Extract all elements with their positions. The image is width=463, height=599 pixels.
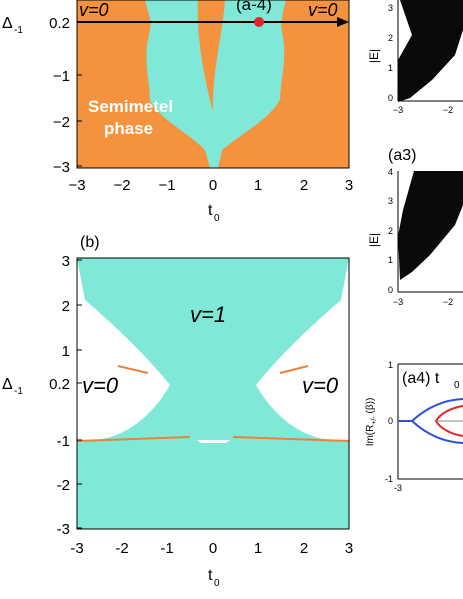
panel-b-white-region-right <box>256 258 349 440</box>
panel-b-ytick-2: 1 <box>62 343 70 360</box>
panel-b-orange-line-right-upper <box>279 365 309 374</box>
panel-a2: 3 2 1 0 |E| −3 −2 <box>367 0 463 115</box>
panel-a3-xtick-1: −2 <box>443 297 453 307</box>
panel-a4-tag-sub: 0 <box>454 380 460 391</box>
panel-a4-xtick-0: -3 <box>394 483 402 493</box>
panel-a4-ytick-0: 1 <box>388 360 393 370</box>
panel-a3: (a3) 4 3 2 1 0 |E| −3 −2 <box>367 147 463 307</box>
panel-a-semimetal-label-1: Semimetel <box>88 97 173 116</box>
panel-a-xtick-1: −2 <box>113 177 130 194</box>
panel-a2-ytick-1: 2 <box>388 33 393 43</box>
panel-a4-ylabel-sub: +/- <box>371 416 378 425</box>
panel-a-ytick-2: −2 <box>53 114 70 131</box>
panel-a-ytick-1: −1 <box>53 68 70 85</box>
panel-a-point-label: (a-4) <box>236 0 272 14</box>
panel-a2-black-band <box>398 0 463 102</box>
panel-b-label-v0-right: v=0 <box>302 373 339 398</box>
panel-a-xlabel-sub: 0 <box>214 213 220 224</box>
panel-b-xtick-1: -2 <box>115 540 128 557</box>
panel-a-ytick-3: −3 <box>53 159 70 176</box>
panel-a3-xtick-0: −3 <box>393 297 403 307</box>
panel-b-ytick-3: 0.2 <box>49 376 70 393</box>
panel-a-ylabel-sub: -1 <box>14 25 23 36</box>
panel-a-xtick-3: 0 <box>209 177 217 194</box>
panel-a-axes-frame <box>76 0 350 169</box>
panel-a2-ylabel: |E| <box>367 49 381 63</box>
panel-b-xlabel: t <box>208 567 213 584</box>
panel-a4-ytick-2: -1 <box>385 474 393 484</box>
panel-b-xlabel-sub: 0 <box>214 578 220 589</box>
panel-b: (b) v=1 v=0 v=0 3 2 1 0.2 -1 -2 -3 Δ -1 … <box>2 234 353 589</box>
panel-a3-ytick-4: 0 <box>388 285 393 295</box>
panel-a3-tag: (a3) <box>388 147 416 164</box>
panel-a-orange-region-right <box>218 0 349 168</box>
panel-a3-ytick-1: 3 <box>388 196 393 206</box>
panel-b-x-ticks: -3 -2 -1 0 1 2 3 <box>70 540 353 557</box>
panel-b-ytick-4: -1 <box>57 433 70 450</box>
panel-a-xtick-6: 3 <box>345 177 353 194</box>
panel-a-ylabel: Δ <box>2 15 13 32</box>
panel-b-ylabel-sub: -1 <box>14 386 23 397</box>
panel-a2-xtick-1: −2 <box>443 105 453 115</box>
panel-b-ylabel: Δ <box>2 376 13 393</box>
panel-b-orange-line-right-lower <box>232 436 350 442</box>
panel-a-xlabel: t <box>208 202 213 219</box>
panel-a-xtick-4: 1 <box>254 177 262 194</box>
panel-a3-ylabel: |E| <box>367 233 381 247</box>
panel-a2-ytick-3: 0 <box>388 93 393 103</box>
panel-b-ytick-5: -2 <box>57 477 70 494</box>
panel-a-orange-region-center <box>197 0 225 112</box>
panel-a: (a-4) v=0 v=0 Semimetel phase 0.2 −1 −2 … <box>2 0 353 224</box>
panel-b-xtick-0: -3 <box>70 540 83 557</box>
panel-a-ytick-0: 0.2 <box>49 15 70 32</box>
panel-b-white-region-left <box>77 258 170 440</box>
panel-b-label-v0-left: v=0 <box>82 373 119 398</box>
panel-b-xtick-2: -1 <box>160 540 173 557</box>
panel-a2-ytick-2: 1 <box>388 63 393 73</box>
panel-b-xtick-5: 2 <box>300 540 308 557</box>
panel-b-ytick-6: -3 <box>57 521 70 538</box>
panel-a-label-v0-left: v=0 <box>79 0 109 20</box>
panel-a4: (a4) t 0 1 0 -1 Im(R+/- (β)) -3 <box>365 360 463 493</box>
panel-a3-ytick-2: 2 <box>388 226 393 236</box>
panel-a-y-ticks: 0.2 −1 −2 −3 <box>49 15 82 176</box>
panel-a4-ylabel-main: Im(R <box>365 425 376 447</box>
panel-a-point-a4 <box>254 17 264 27</box>
panel-a3-ytick-0: 4 <box>388 167 393 177</box>
panel-a-xtick-5: 2 <box>300 177 308 194</box>
panel-b-white-region-bottom-gap <box>197 440 230 443</box>
panel-b-ytick-1: 2 <box>62 298 70 315</box>
panel-a-orange-region-left <box>77 0 210 168</box>
panel-a4-ylabel: Im(R+/- (β)) <box>365 398 378 447</box>
panel-a4-ytick-1: 0 <box>388 416 393 426</box>
panel-b-axes-frame <box>76 257 350 530</box>
panel-b-orange-line-left-upper <box>117 365 149 374</box>
panel-b-y-ticks: 3 2 1 0.2 -1 -2 -3 <box>49 253 82 538</box>
panel-a4-tag: (a4) t <box>402 370 440 387</box>
panel-a3-ytick-3: 1 <box>388 255 393 265</box>
panel-a-arrow-head <box>337 17 349 27</box>
panel-a4-ylabel-tail: (β)) <box>365 398 376 417</box>
panel-b-xtick-3: 0 <box>209 540 217 557</box>
panel-a-xtick-2: −1 <box>158 177 175 194</box>
panel-b-xtick-4: 1 <box>254 540 262 557</box>
panel-a2-xtick-0: −3 <box>393 105 403 115</box>
panel-b-tag: (b) <box>80 234 100 251</box>
panel-a3-black-band <box>398 171 463 280</box>
panel-a-x-ticks: −3 −2 −1 0 1 2 3 <box>68 177 353 194</box>
panel-b-xtick-6: 3 <box>345 540 353 557</box>
panel-a-label-v0-right: v=0 <box>308 0 338 20</box>
panel-a2-ytick-0: 3 <box>388 3 393 13</box>
panel-b-label-v1: v=1 <box>190 302 226 327</box>
panel-a-semimetal-label-2: phase <box>104 119 153 138</box>
panel-b-ytick-0: 3 <box>62 253 70 270</box>
panel-a-xtick-0: −3 <box>68 177 85 194</box>
panel-b-orange-line-left-lower <box>76 436 191 442</box>
